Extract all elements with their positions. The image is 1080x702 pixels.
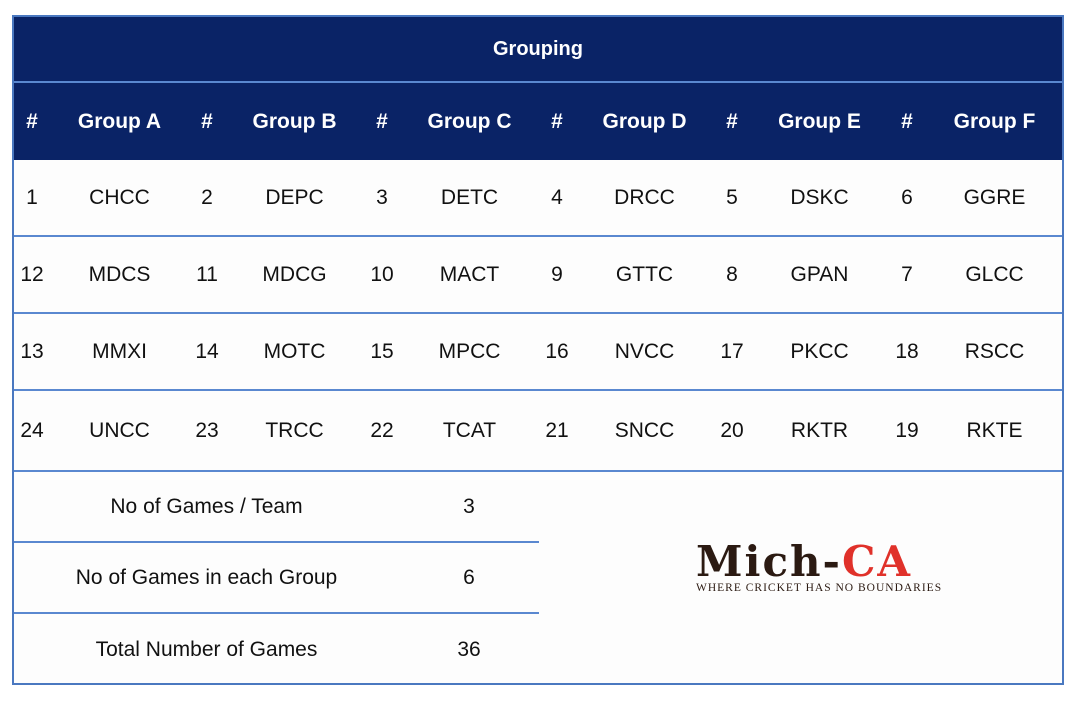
team-code: MACT: [439, 262, 500, 286]
team-code: GLCC: [965, 262, 1024, 286]
header-number-b: #: [201, 109, 213, 133]
header-number-c: #: [376, 109, 388, 133]
seed-number: 6: [901, 185, 913, 209]
seed-number: 15: [370, 339, 394, 363]
header-group-b: Group B: [252, 109, 337, 133]
logo-wordmark-part2: CA: [842, 537, 913, 586]
seed-number: 3: [376, 185, 388, 209]
grouping-table: Grouping # Group A # Group B # Group C #…: [12, 15, 1064, 685]
seed-number: 13: [20, 339, 44, 363]
team-code: GGRE: [963, 185, 1026, 209]
stat-value: 6: [463, 565, 475, 589]
header-group-c: Group C: [427, 109, 512, 133]
header-row: # Group A # Group B # Group C # Group D …: [14, 83, 1062, 160]
logo-wordmark: Mich-CA: [696, 538, 912, 586]
mich-ca-logo: Mich-CA WHERE CRICKET HAS NO BOUNDARIES: [696, 538, 976, 602]
seed-number: 19: [895, 418, 919, 442]
seed-number: 12: [20, 262, 44, 286]
seed-number: 16: [545, 339, 569, 363]
seed-number: 1: [26, 185, 38, 209]
seed-number: 7: [901, 262, 913, 286]
header-group-e: Group E: [778, 109, 861, 133]
stat-value: 3: [463, 494, 475, 518]
team-code: PKCC: [790, 339, 849, 363]
table-row: 12 MDCS 11 MDCG 10 MACT 9 GTTC 8 GPAN 7 …: [14, 237, 1062, 314]
seed-number: 23: [195, 418, 219, 442]
seed-number: 8: [726, 262, 738, 286]
seed-number: 22: [370, 418, 394, 442]
team-code: MPCC: [438, 339, 501, 363]
team-code: RKTR: [790, 418, 849, 442]
team-code: DRCC: [614, 185, 675, 209]
team-code: RKTE: [966, 418, 1023, 442]
logo-wordmark-part1: Mich-: [696, 537, 842, 586]
table-row: 13 MMXI 14 MOTC 15 MPCC 16 NVCC 17 PKCC …: [14, 314, 1062, 391]
team-code: DEPC: [265, 185, 324, 209]
team-code: MMXI: [92, 339, 147, 363]
team-code: RSCC: [964, 339, 1025, 363]
team-code: GTTC: [615, 262, 674, 286]
header-group-a: Group A: [77, 109, 162, 133]
stat-row-games-per-team: No of Games / Team 3: [14, 472, 539, 543]
stat-label: Total Number of Games: [95, 637, 318, 661]
seed-number: 21: [545, 418, 569, 442]
stat-value: 36: [457, 637, 481, 661]
header-number-f: #: [901, 109, 913, 133]
seed-number: 14: [195, 339, 219, 363]
team-code: SNCC: [614, 418, 675, 442]
stat-label: No of Games / Team: [110, 494, 303, 518]
seed-number: 18: [895, 339, 919, 363]
stat-row-total-games: Total Number of Games 36: [14, 614, 539, 685]
team-code: MDCG: [262, 262, 327, 286]
header-group-f: Group F: [953, 109, 1036, 133]
header-number-d: #: [551, 109, 563, 133]
logo-tagline: WHERE CRICKET HAS NO BOUNDARIES: [696, 582, 943, 594]
table-row: 24 UNCC 23 TRCC 22 TCAT 21 SNCC 20 RKTR …: [14, 391, 1062, 472]
seed-number: 9: [551, 262, 563, 286]
seed-number: 4: [551, 185, 563, 209]
table-title: Grouping: [14, 17, 1062, 83]
header-number-e: #: [726, 109, 738, 133]
team-code: MOTC: [263, 339, 326, 363]
seed-number: 2: [201, 185, 213, 209]
team-code: CHCC: [89, 185, 150, 209]
seed-number: 11: [196, 262, 218, 286]
header-group-d: Group D: [602, 109, 687, 133]
team-code: MDCS: [88, 262, 151, 286]
stat-row-games-per-group: No of Games in each Group 6: [14, 543, 539, 614]
stat-label: No of Games in each Group: [75, 565, 338, 589]
team-code: TRCC: [265, 418, 324, 442]
team-code: TCAT: [442, 418, 497, 442]
team-code: DETC: [440, 185, 499, 209]
team-code: UNCC: [89, 418, 150, 442]
table-row: 1 CHCC 2 DEPC 3 DETC 4 DRCC 5 DSKC 6 GGR…: [14, 160, 1062, 237]
seed-number: 20: [720, 418, 744, 442]
seed-number: 5: [726, 185, 738, 209]
header-number-a: #: [26, 109, 38, 133]
team-code: GPAN: [790, 262, 849, 286]
team-code: DSKC: [790, 185, 849, 209]
seed-number: 10: [370, 262, 394, 286]
seed-number: 17: [720, 339, 744, 363]
seed-number: 24: [20, 418, 44, 442]
team-code: NVCC: [614, 339, 675, 363]
